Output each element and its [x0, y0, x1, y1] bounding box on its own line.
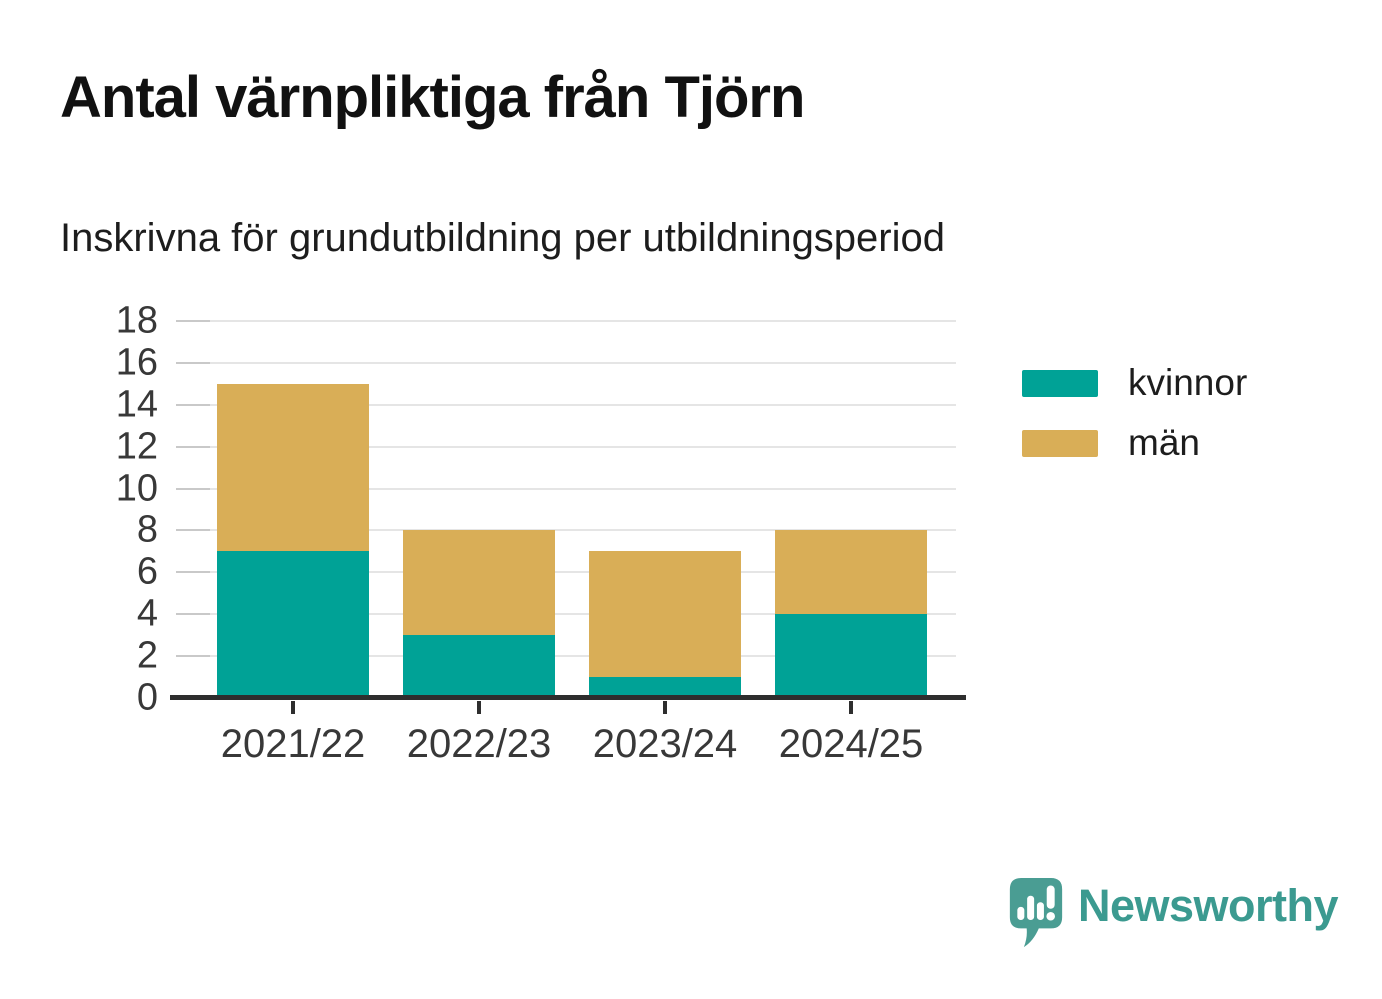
- bar-stack-2024-25: [775, 321, 927, 698]
- legend-label: kvinnor: [1128, 362, 1248, 403]
- gridline-y4: [176, 613, 956, 616]
- legend-swatch-kvinnor: [1022, 369, 1098, 397]
- legend-item-kvinnor: kvinnor: [1022, 362, 1247, 404]
- plot-area: 0 2 4 6 8 10 12 14 16 18 2021/22 2022/23 2023/24 2024…: [116, 300, 966, 766]
- y-tick-mark: [176, 403, 210, 406]
- x-tick-mark: [663, 701, 667, 714]
- y-axis-tick-label: 10: [115, 467, 158, 510]
- newsworthy-logo-icon: [1009, 878, 1063, 948]
- y-axis-tick-label: 18: [115, 299, 158, 342]
- bar-stack-2022-23: [403, 321, 555, 698]
- y-tick-mark: [176, 571, 210, 574]
- legend: kvinnor män: [1022, 362, 1247, 464]
- x-tick-mark: [291, 701, 295, 714]
- y-axis-tick-label: 2: [136, 634, 158, 677]
- legend-swatch-man: [1022, 429, 1098, 457]
- x-axis-label: 2022/23: [406, 722, 552, 766]
- y-tick-mark: [176, 613, 210, 616]
- chart-subtitle: Inskrivna för grundutbildning per utbild…: [60, 216, 945, 260]
- gridline-y2: [176, 655, 956, 658]
- y-axis-tick-label: 0: [136, 676, 158, 719]
- gridline-y14: [176, 403, 956, 406]
- gridline-y10: [176, 487, 956, 490]
- bar-segment-män: [217, 383, 369, 552]
- x-axis-label: 2023/24: [592, 722, 738, 766]
- bar-segment-kvinnor: [775, 614, 927, 698]
- legend-label: män: [1128, 422, 1200, 463]
- x-axis-baseline: [170, 695, 966, 700]
- y-axis-tick-label: 6: [136, 550, 158, 593]
- y-axis-tick-label: 16: [115, 341, 158, 384]
- gridline-y12: [176, 445, 956, 448]
- y-tick-mark: [176, 655, 210, 658]
- gridline-y18: [176, 320, 956, 322]
- brand-footer: Newsworthy: [1008, 876, 1339, 950]
- y-axis-tick-label: 12: [115, 425, 158, 468]
- y-tick-mark: [176, 320, 210, 322]
- brand-name: Newsworthy: [1078, 880, 1339, 931]
- x-axis-label: 2021/22: [220, 722, 366, 766]
- bar-segment-män: [403, 530, 555, 636]
- x-tick-mark: [477, 701, 481, 714]
- y-tick-mark: [176, 487, 210, 490]
- gridline-y8: [176, 529, 956, 532]
- bar-stack-2021-22: [217, 321, 369, 698]
- bar-segment-kvinnor: [403, 635, 555, 698]
- y-tick-mark: [176, 529, 210, 532]
- legend-item-man: män: [1022, 422, 1247, 464]
- y-axis-tick-label: 14: [115, 383, 158, 426]
- x-axis-label: 2024/25: [778, 722, 924, 766]
- y-tick-mark: [176, 445, 210, 448]
- chart-title: Antal värnpliktiga från Tjörn: [60, 65, 805, 130]
- bar-stack-2023-24: [589, 321, 741, 698]
- bar-segment-kvinnor: [589, 677, 741, 698]
- x-tick-mark: [849, 701, 853, 714]
- gridline-y6: [176, 571, 956, 574]
- gridline-y16: [176, 361, 956, 364]
- bar-segment-män: [589, 551, 741, 678]
- y-axis-tick-label: 4: [136, 592, 158, 635]
- y-tick-mark: [176, 361, 210, 364]
- y-axis-tick-label: 8: [136, 508, 158, 551]
- bar-segment-kvinnor: [217, 551, 369, 698]
- bar-segment-män: [775, 530, 927, 615]
